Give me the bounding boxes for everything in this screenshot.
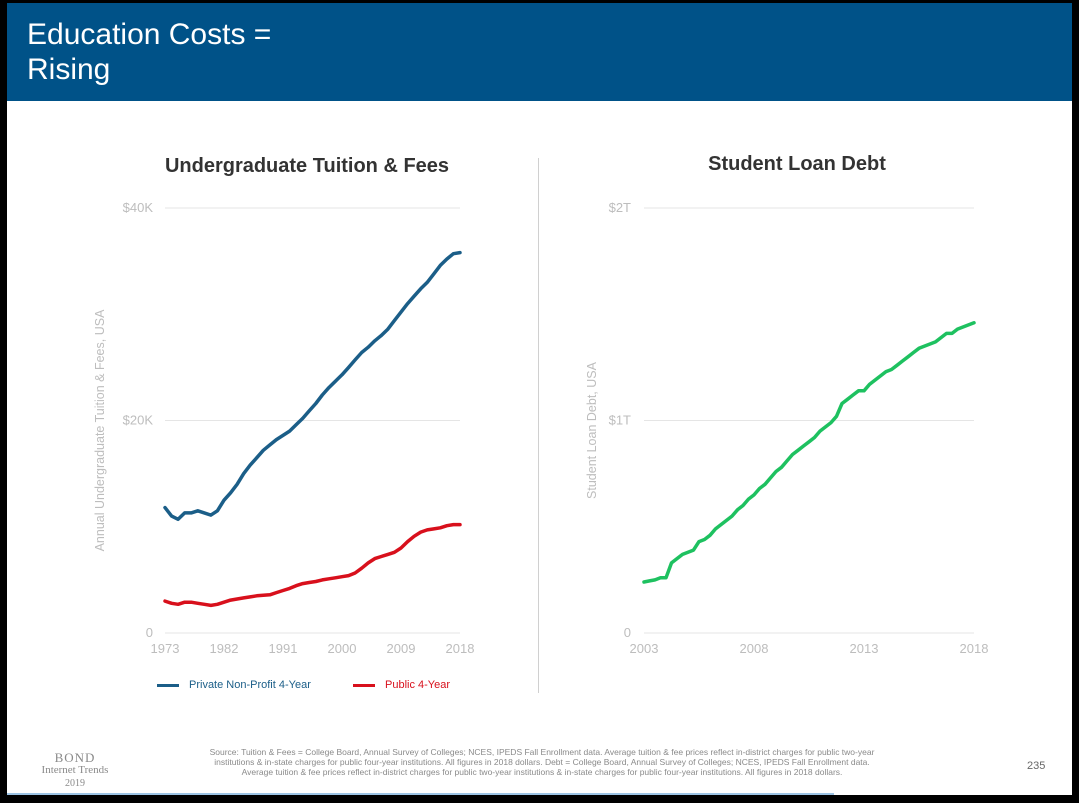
legend-label-private: Private Non-Profit 4-Year bbox=[189, 679, 311, 691]
x-tick-label: 1991 bbox=[269, 641, 298, 656]
legend-swatch-public bbox=[353, 683, 375, 687]
y-tick-label: $20K bbox=[123, 413, 154, 428]
x-tick-label: 2009 bbox=[387, 641, 416, 656]
x-tick-label: 2013 bbox=[850, 641, 879, 656]
x-tick-label: 1982 bbox=[210, 641, 239, 656]
slide-title: Education Costs = Rising bbox=[27, 17, 527, 87]
page-number: 235 bbox=[1027, 760, 1046, 772]
x-tick-label: 1973 bbox=[151, 641, 180, 656]
legend-item-public: Public 4-Year bbox=[353, 679, 450, 691]
debt-chart: 0 $1T $2T 2003 2008 2013 2018 Student Loan Debt… bbox=[585, 200, 989, 656]
series-line-private bbox=[163, 250, 462, 522]
x-tick-label: 2018 bbox=[960, 641, 989, 656]
x-tick-label: 2000 bbox=[328, 641, 357, 656]
legend-swatch-private bbox=[157, 683, 179, 687]
chart-title-debt: Student Loan Debt bbox=[708, 153, 886, 175]
bond-logo: BOND Internet Trends 2019 bbox=[31, 751, 119, 790]
slide-title-line1: Education Costs = bbox=[27, 18, 272, 51]
slide-title-line2: Rising bbox=[27, 53, 111, 86]
x-tick-label: 2018 bbox=[446, 641, 475, 656]
logo-line1: BOND bbox=[54, 750, 96, 765]
source-line1: Source: Tuition & Fees = College Board, … bbox=[209, 747, 875, 757]
logo-line2: Internet Trends bbox=[41, 764, 109, 776]
source-line3: Average tuition & fee prices reflect in-… bbox=[241, 767, 843, 777]
logo-line3: 2019 bbox=[65, 778, 85, 789]
chart-divider bbox=[538, 158, 539, 693]
y-tick-label: 0 bbox=[146, 625, 153, 640]
y-axis-label: Annual Undergraduate Tuition & Fees, USA bbox=[93, 309, 107, 551]
x-tick-label: 2008 bbox=[740, 641, 769, 656]
tuition-chart: 0 $20K $40K 1973 1982 1991 2000 2009 2018 Annual … bbox=[93, 200, 475, 656]
source-note: Source: Tuition & Fees = College Board, … bbox=[127, 747, 957, 777]
y-tick-label: $40K bbox=[123, 200, 154, 215]
series-line-public bbox=[163, 522, 462, 608]
bottom-accent-bar bbox=[7, 793, 834, 795]
legend-item-private: Private Non-Profit 4-Year bbox=[157, 679, 311, 691]
header-bar: Education Costs = Rising bbox=[7, 3, 1072, 101]
source-line2: institutions & in-state charges for publ… bbox=[214, 757, 870, 767]
y-tick-label: 0 bbox=[624, 625, 631, 640]
slide: Education Costs = Rising Undergraduate T… bbox=[7, 3, 1072, 795]
series-line-student-debt bbox=[642, 321, 976, 584]
x-tick-label: 2003 bbox=[630, 641, 659, 656]
legend-label-public: Public 4-Year bbox=[385, 679, 451, 691]
y-axis-label: Student Loan Debt, USA bbox=[585, 361, 599, 499]
chart-title-tuition: Undergraduate Tuition & Fees bbox=[164, 155, 450, 177]
y-tick-label: $1T bbox=[609, 413, 631, 428]
y-tick-label: $2T bbox=[609, 200, 631, 215]
